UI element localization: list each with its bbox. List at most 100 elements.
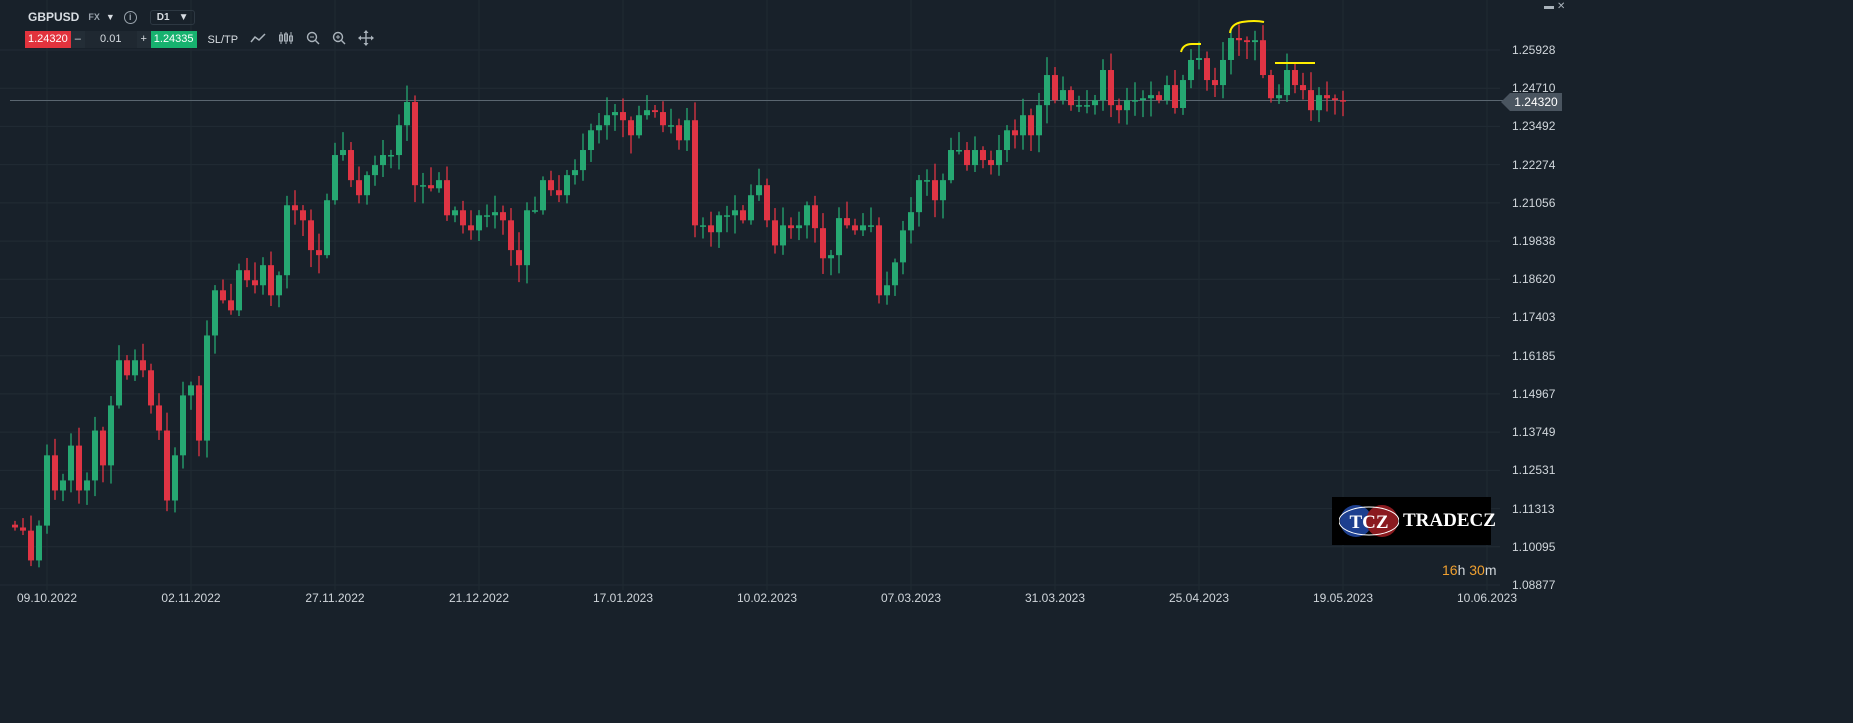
- candle-bullish: [1124, 100, 1130, 111]
- candle-bullish: [892, 262, 898, 286]
- candle-bearish: [1236, 38, 1242, 41]
- decrease-quantity-button[interactable]: –: [70, 31, 85, 48]
- candle-bullish: [1180, 80, 1186, 108]
- candle-bullish: [204, 335, 210, 441]
- candle-bearish: [348, 150, 354, 181]
- candle-bullish: [60, 480, 66, 491]
- candle-bullish: [804, 205, 810, 226]
- close-button[interactable]: ✕: [1557, 1, 1566, 12]
- candle-bullish: [420, 185, 426, 187]
- candle-bullish: [916, 180, 922, 213]
- candle-bullish: [1100, 70, 1106, 101]
- candle-bullish: [940, 180, 946, 201]
- candle-bullish: [924, 180, 930, 182]
- candle-bearish: [652, 110, 658, 113]
- candle-bearish: [244, 270, 250, 281]
- candle-bullish: [436, 180, 442, 189]
- buy-button[interactable]: 1.24335: [150, 31, 197, 48]
- candle-bullish: [172, 455, 178, 501]
- candle-bearish: [1244, 40, 1250, 43]
- date-tick-label: 27.11.2022: [305, 591, 365, 605]
- candle-bullish: [484, 215, 490, 217]
- increase-quantity-button[interactable]: +: [136, 31, 151, 48]
- candle-bullish: [1220, 59, 1226, 86]
- candle-bearish: [156, 405, 162, 431]
- candle-bullish: [276, 275, 282, 296]
- candle-bearish: [1340, 100, 1346, 102]
- candle-bullish: [884, 285, 890, 296]
- candle-bullish: [684, 120, 690, 141]
- candle-bearish: [252, 280, 258, 286]
- candle-bullish: [1092, 100, 1098, 106]
- candle-bearish: [412, 102, 418, 186]
- candle-bearish: [1116, 105, 1122, 111]
- candle-bullish: [1228, 38, 1234, 60]
- timeframe-select[interactable]: D1 ▼: [149, 9, 196, 25]
- info-icon[interactable]: i: [123, 10, 137, 24]
- date-tick-label: 02.11.2022: [161, 591, 221, 605]
- candle-bullish: [68, 445, 74, 481]
- candle-bearish: [444, 180, 450, 216]
- candle-bullish: [188, 385, 194, 396]
- candle-bearish: [772, 220, 778, 246]
- candle-bullish: [476, 215, 482, 231]
- countdown-minutes: 30: [1469, 562, 1485, 578]
- candle-bearish: [220, 290, 226, 301]
- candle-bearish: [124, 360, 130, 376]
- candle-bullish: [132, 360, 138, 376]
- date-tick-label: 31.03.2023: [1024, 591, 1086, 605]
- candle-bullish: [1076, 105, 1082, 107]
- candle-bearish: [692, 120, 698, 226]
- candles-icon[interactable]: [278, 31, 294, 48]
- candle-bearish: [876, 225, 882, 296]
- date-tick-label: 17.01.2023: [592, 591, 654, 605]
- move-icon[interactable]: [358, 30, 375, 49]
- candle-countdown: 16h 30m: [1442, 562, 1497, 578]
- line-chart-icon[interactable]: [250, 32, 266, 47]
- candle-bearish: [740, 210, 746, 221]
- candle-bullish: [36, 525, 42, 561]
- candle-bullish: [388, 155, 394, 157]
- chart-toolbar: GBPUSD FX ▼ i D1 ▼ 1.24320 – 0.01 + 1.243…: [16, 8, 375, 49]
- symbol-dropdown-icon[interactable]: ▼: [105, 12, 115, 22]
- candle-bearish: [300, 210, 306, 221]
- zoom-in-icon[interactable]: [332, 31, 346, 48]
- annotation-left-shoulder: [1180, 43, 1201, 53]
- candle-bullish: [796, 225, 802, 229]
- candle-bearish: [628, 120, 634, 136]
- candle-bearish: [708, 225, 714, 233]
- candle-bullish: [1148, 95, 1154, 99]
- zoom-out-icon[interactable]: [306, 31, 320, 48]
- candle-bearish: [556, 190, 562, 196]
- symbol-name[interactable]: GBPUSD: [28, 10, 80, 24]
- candle-bullish: [396, 125, 402, 156]
- candle-bullish: [572, 170, 578, 176]
- candle-bearish: [148, 370, 154, 406]
- candle-bullish: [748, 195, 754, 221]
- candle-bullish: [1276, 95, 1282, 99]
- sltp-button[interactable]: SL/TP: [207, 33, 239, 46]
- sell-button[interactable]: 1.24320: [25, 31, 71, 48]
- minimize-button[interactable]: ▬: [1544, 1, 1554, 12]
- candle-bearish: [676, 125, 682, 141]
- candle-bullish: [492, 212, 498, 216]
- price-tick-label: 1.14967: [1512, 386, 1556, 401]
- candle-bearish: [316, 250, 322, 256]
- price-tick-label: 1.18620: [1512, 272, 1556, 287]
- price-tick-label: 1.11313: [1512, 501, 1555, 516]
- candle-bullish: [1252, 40, 1258, 43]
- candle-bearish: [28, 530, 34, 561]
- candle-bullish: [1164, 85, 1170, 101]
- market-label: FX: [88, 12, 100, 22]
- candle-bearish: [812, 205, 818, 229]
- candle-bullish: [900, 230, 906, 263]
- candle-bullish: [452, 210, 458, 216]
- candle-bullish: [84, 480, 90, 491]
- candle-bullish: [732, 210, 738, 216]
- quantity-input[interactable]: 0.01: [84, 31, 137, 48]
- date-tick-label: 10.06.2023: [1456, 591, 1518, 605]
- candle-bearish: [932, 180, 938, 201]
- candle-bearish: [516, 250, 522, 266]
- candle-bullish: [524, 210, 530, 266]
